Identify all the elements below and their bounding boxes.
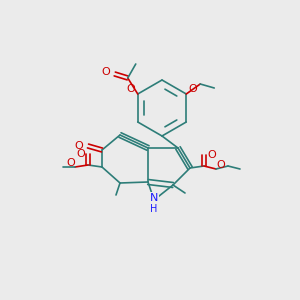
Text: N: N bbox=[150, 193, 158, 203]
Text: O: O bbox=[217, 160, 225, 170]
Text: O: O bbox=[101, 67, 110, 77]
Text: O: O bbox=[126, 84, 135, 94]
Text: O: O bbox=[189, 84, 198, 94]
Text: H: H bbox=[150, 204, 158, 214]
Text: O: O bbox=[208, 150, 216, 160]
Text: O: O bbox=[76, 149, 85, 159]
Text: O: O bbox=[67, 158, 75, 168]
Text: O: O bbox=[75, 141, 83, 151]
